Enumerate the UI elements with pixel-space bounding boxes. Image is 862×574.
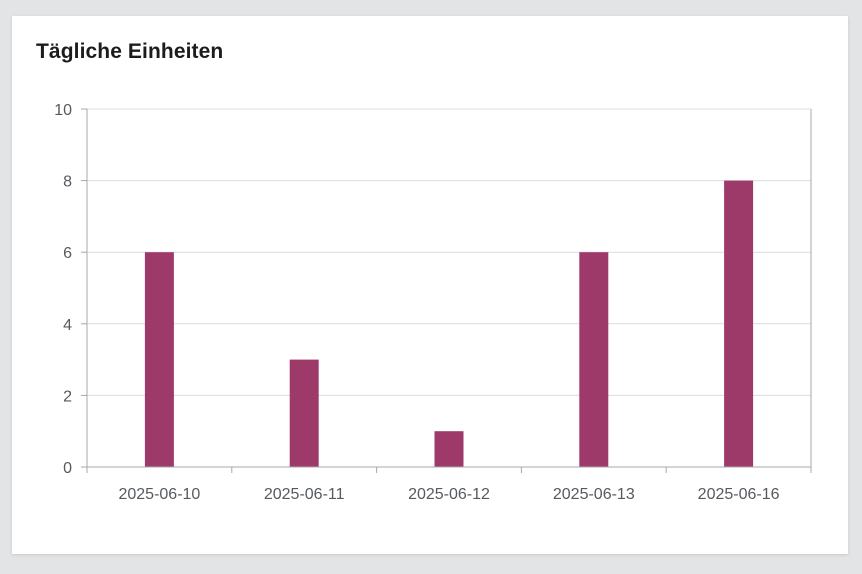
x-tick-label: 2025-06-13 <box>553 486 635 503</box>
bar[interactable] <box>724 180 754 467</box>
axes <box>81 108 812 473</box>
y-tick-label: 10 <box>54 102 72 119</box>
y-tick-label: 6 <box>63 245 72 262</box>
chart-card: Tägliche Einheiten 0 2 4 6 8 10 2025-06-10 202… <box>12 16 848 554</box>
gridlines <box>87 108 811 396</box>
x-tick-label: 2025-06-11 <box>264 486 345 503</box>
x-tick-labels: 2025-06-10 2025-06-11 2025-06-12 2025-06-13… <box>118 486 779 503</box>
x-tick-label: 2025-06-10 <box>118 486 200 503</box>
y-tick-label: 0 <box>63 460 72 477</box>
y-tick-labels: 0 2 4 6 8 10 <box>54 102 72 477</box>
bar[interactable] <box>579 252 609 467</box>
y-tick-label: 4 <box>63 317 72 334</box>
x-tick-label: 2025-06-16 <box>698 486 780 503</box>
bar[interactable] <box>434 431 464 467</box>
bar[interactable] <box>289 359 319 467</box>
chart-title: Tägliche Einheiten <box>36 40 224 63</box>
bars <box>144 180 754 467</box>
y-tick-label: 8 <box>63 174 72 191</box>
bar[interactable] <box>144 252 174 467</box>
x-tick-label: 2025-06-12 <box>408 486 490 503</box>
y-tick-label: 2 <box>63 388 72 405</box>
